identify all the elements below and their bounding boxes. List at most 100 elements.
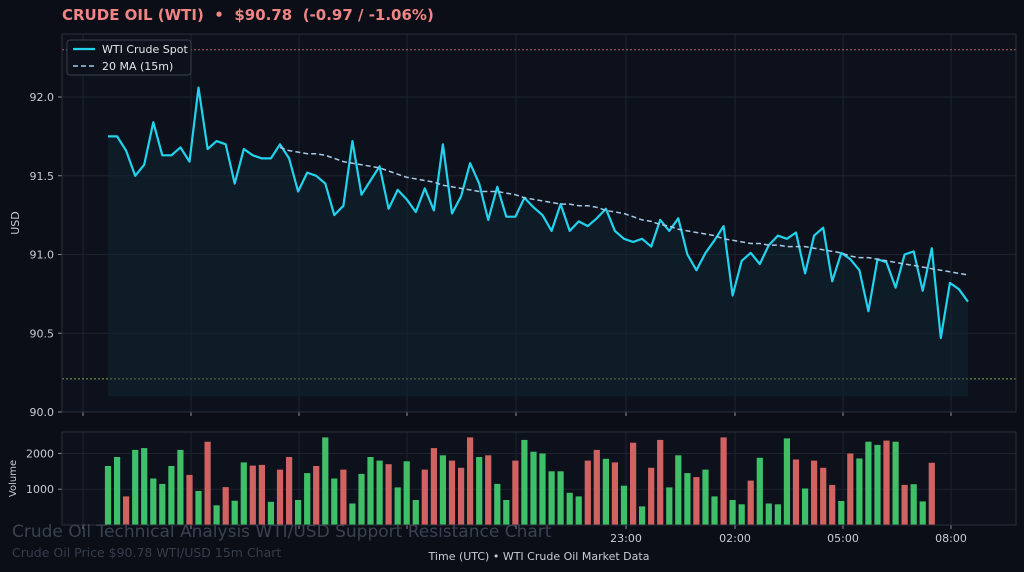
volume-bar	[376, 460, 383, 525]
volume-bar	[874, 444, 881, 525]
volume-bar	[829, 484, 836, 525]
volume-bar	[448, 460, 456, 525]
volume-bar	[258, 464, 265, 525]
volume-bar	[123, 496, 130, 525]
volume-bar	[349, 503, 356, 525]
volume-bar	[566, 492, 573, 525]
header-separator: •	[214, 6, 224, 24]
volume-bar	[820, 467, 827, 525]
watermark-subtitle: Crude Oil Price $90.78 WTI/USD 15m Chart	[12, 545, 282, 560]
volume-bar	[765, 503, 772, 525]
price-ytick-label: 91.0	[30, 249, 55, 262]
volume-y-axis-label: Volume	[8, 460, 19, 497]
volume-bar	[104, 466, 112, 525]
volume-bar	[286, 457, 293, 525]
x-axis-label: Time (UTC) • WTI Crude Oil Market Data	[428, 550, 650, 563]
volume-bar	[249, 465, 256, 525]
volume-bar	[847, 453, 854, 525]
price-panel: 90.0 90.5 91.0 91.5 92.0 USD WTI Crude Spot 20 …	[9, 33, 1017, 419]
volume-bar	[630, 442, 637, 525]
volume-bar	[385, 464, 392, 525]
volume-bar	[159, 483, 166, 525]
volume-bar	[865, 441, 872, 525]
price-ytick-label: 90.5	[30, 327, 55, 340]
volume-plot-border	[61, 431, 1017, 526]
volume-bar	[267, 501, 274, 526]
volume-bar	[593, 449, 600, 525]
volume-bar	[530, 451, 537, 525]
volume-bar	[331, 478, 338, 525]
volume-bar	[720, 437, 727, 525]
volume-ytick-label: 1000	[26, 483, 54, 496]
volume-bar	[430, 448, 437, 525]
volume-bar	[584, 460, 591, 525]
volume-xtick-label: 02:00	[719, 532, 751, 545]
legend: WTI Crude Spot 20 MA (15m)	[66, 39, 192, 76]
symbol-name: CRUDE OIL (WTI)	[62, 6, 204, 24]
price-ytick-label: 91.5	[30, 170, 55, 183]
volume-bar	[213, 505, 220, 525]
volume-bar	[919, 501, 926, 525]
volume-bar	[367, 457, 374, 525]
volume-bar	[222, 487, 229, 525]
volume-bar	[132, 449, 139, 525]
volume-bar	[802, 488, 809, 525]
volume-bar	[412, 500, 419, 525]
volume-bar	[168, 466, 175, 525]
volume-bar	[195, 491, 202, 525]
price-area-fill	[108, 87, 968, 397]
volume-xtick-label: 23:00	[610, 532, 642, 545]
volume-bar	[439, 455, 446, 526]
volume-bar	[729, 500, 736, 525]
chart-header: CRUDE OIL (WTI) • $90.78 (-0.97 / -1.06%…	[62, 6, 434, 24]
volume-bar	[648, 467, 655, 525]
volume-bar	[639, 506, 646, 525]
volume-bar	[657, 439, 664, 525]
volume-bar	[467, 437, 474, 525]
volume-bar	[521, 439, 528, 525]
volume-bar	[358, 473, 365, 525]
volume-bar	[494, 483, 501, 525]
price-series-line	[108, 86, 969, 340]
volume-bar	[892, 441, 899, 525]
volume-bar	[548, 471, 555, 525]
volume-bar	[910, 484, 917, 525]
price-ytick-label: 90.0	[30, 406, 55, 419]
ma-series-line	[279, 146, 969, 276]
volume-xtick-label: 05:00	[827, 532, 859, 545]
volume-bar	[620, 485, 628, 525]
volume-bar	[883, 440, 890, 525]
volume-bar	[611, 462, 618, 525]
volume-panel: 23:00 02:00 05:00 08:00 1000 2000 Volume	[8, 431, 1017, 545]
volume-bar	[114, 457, 121, 525]
volume-ytick-label: 2000	[26, 447, 54, 460]
volume-bar	[313, 466, 320, 525]
legend-box	[66, 39, 192, 76]
volume-bar	[231, 500, 238, 525]
volume-bar	[856, 458, 863, 525]
volume-bar	[783, 438, 790, 525]
volume-bar	[485, 455, 492, 526]
volume-bar	[693, 477, 700, 525]
volume-bar	[150, 478, 157, 525]
volume-bar	[503, 500, 510, 525]
volume-bar	[295, 500, 302, 525]
volume-bar	[838, 501, 845, 525]
volume-xtick-label: 08:00	[935, 532, 967, 545]
volume-bar	[276, 469, 284, 525]
legend-label-price: WTI Crude Spot	[102, 43, 188, 56]
volume-bar	[304, 473, 311, 525]
volume-bar	[539, 453, 546, 525]
volume-bar	[747, 480, 754, 525]
volume-bar	[811, 460, 818, 525]
price-y-axis-label: USD	[9, 211, 22, 235]
volume-bar	[240, 462, 247, 525]
watermark-title: Crude Oil Technical Analysis WTI/USD Sup…	[12, 522, 552, 542]
legend-label-ma: 20 MA (15m)	[102, 60, 173, 73]
volume-bar	[394, 487, 401, 525]
volume-bar	[204, 441, 211, 525]
volume-bar	[403, 461, 410, 525]
volume-bar	[177, 449, 184, 525]
volume-bar	[928, 462, 935, 525]
